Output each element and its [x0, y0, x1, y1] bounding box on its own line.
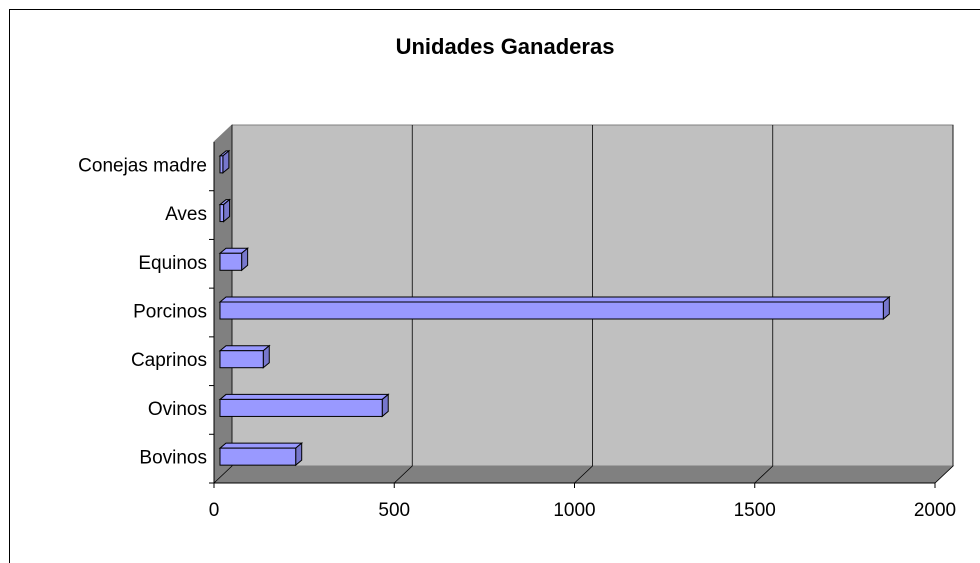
bar-front — [219, 350, 264, 369]
y-tick-label: Conejas madre — [78, 155, 207, 176]
grid-line — [934, 125, 954, 484]
grid-line — [213, 125, 233, 484]
y-tick-label: Ovinos — [148, 399, 207, 420]
bar — [218, 198, 231, 223]
bar — [218, 149, 231, 174]
bar-front — [219, 252, 243, 271]
grid-line — [754, 125, 774, 484]
bar-top — [218, 442, 304, 449]
y-tick-label: Bovinos — [139, 448, 207, 469]
bar-front — [219, 398, 383, 417]
bar — [218, 344, 271, 369]
bar-front — [219, 155, 224, 174]
bar — [218, 295, 891, 321]
y-tick-label: Equinos — [138, 253, 207, 274]
bar-top — [218, 296, 891, 303]
bar-front — [219, 204, 225, 223]
x-tick-label: 2000 — [914, 500, 956, 521]
bar — [218, 442, 304, 467]
bar-top — [218, 345, 271, 352]
bar — [218, 393, 390, 418]
grid-line — [393, 125, 413, 484]
x-tick-label: 0 — [209, 500, 220, 521]
bar-front — [219, 447, 297, 466]
x-tick-label: 500 — [378, 500, 410, 521]
y-tick-label: Caprinos — [131, 350, 207, 371]
bar — [218, 247, 250, 272]
y-tick-label: Porcinos — [133, 302, 207, 323]
bar-front — [219, 301, 884, 320]
y-tick-label: Aves — [165, 204, 207, 225]
grid-line — [574, 125, 593, 484]
bar-top — [218, 393, 390, 400]
x-tick-label: 1000 — [553, 500, 595, 521]
x-tick-label: 1500 — [734, 500, 776, 521]
chart-title: Unidades Ganaderas — [396, 34, 615, 59]
